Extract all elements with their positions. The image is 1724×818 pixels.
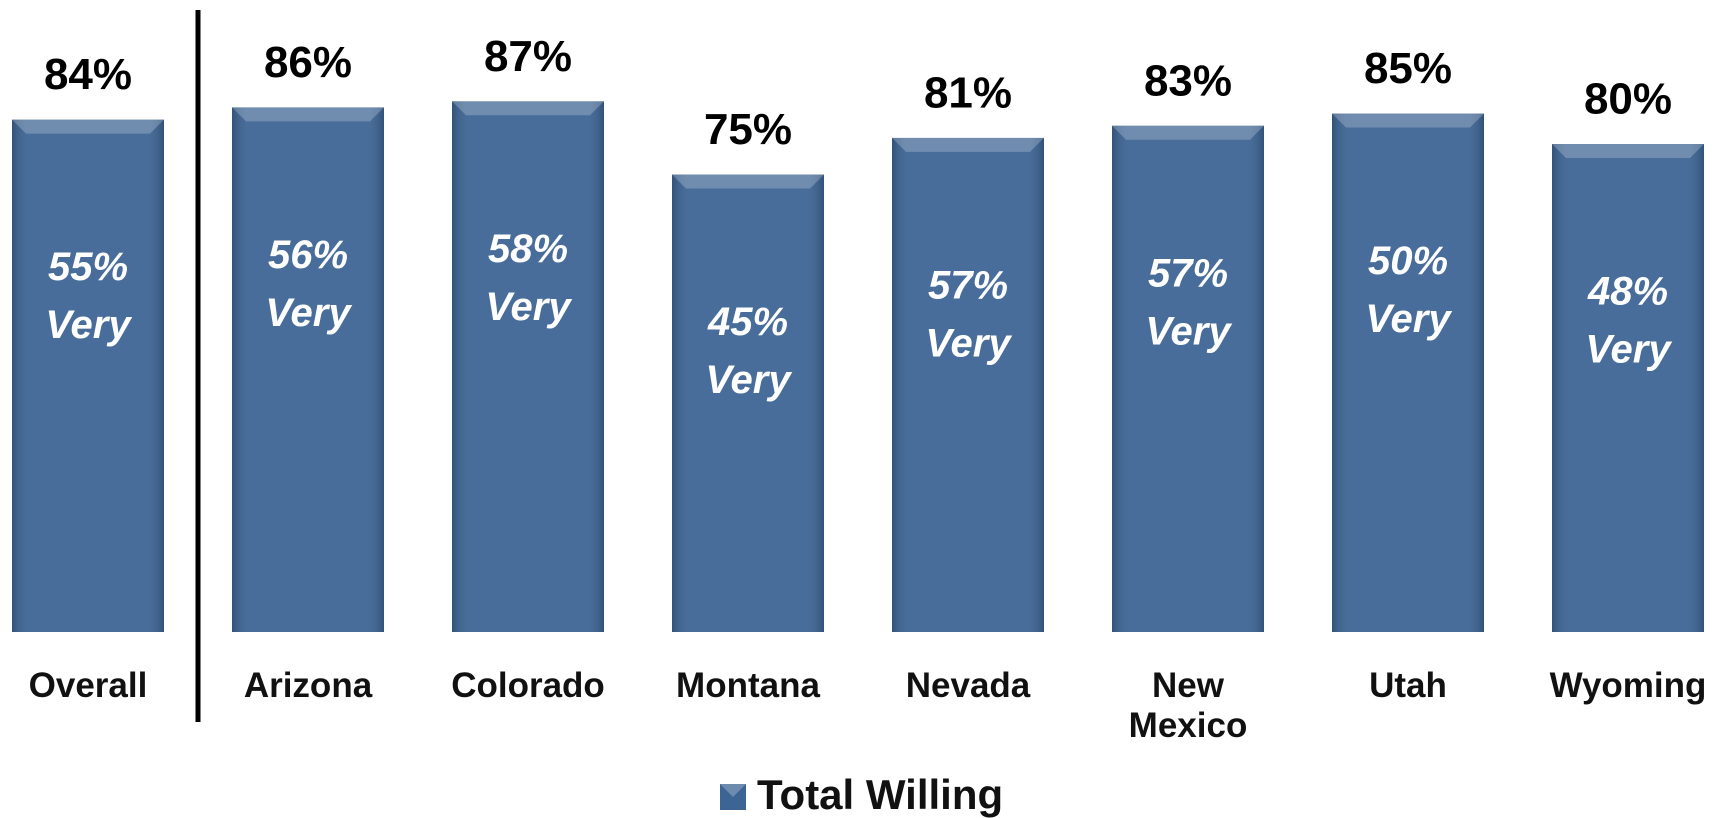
bar-bevel [892,137,1044,152]
very-label: Very [1585,328,1672,372]
value-label: 87% [484,32,572,81]
bar-bevel [452,101,604,116]
x-tick-label: Overall [28,666,148,705]
very-value-label: 57% [1148,251,1228,295]
legend-label: Total Willing [757,771,1003,818]
legend-swatch-bevel [720,784,746,797]
very-label: Very [45,303,132,347]
bar-bevel [232,107,384,122]
very-value-label: 57% [928,263,1008,307]
value-label: 84% [44,50,132,99]
very-label: Very [1145,309,1232,353]
bar-shade [672,174,824,632]
bar-bevel [1552,144,1704,158]
value-label: 81% [924,69,1012,118]
value-label: 86% [264,38,352,87]
x-tick-label: Montana [676,666,820,705]
very-label: Very [925,321,1012,365]
bar-shade [1332,113,1484,632]
very-label: Very [265,291,352,335]
bar-shade [892,137,1044,632]
bar-bevel [1112,125,1264,140]
bar-shade [232,107,384,632]
bar-bevel [12,119,164,134]
very-value-label: 56% [268,233,348,277]
x-tick-label: Arizona [243,666,373,705]
bar-shade [12,119,164,633]
very-value-label: 55% [48,245,128,289]
very-label: Very [1365,297,1452,341]
bar-shade [1112,125,1264,632]
very-value-label: 50% [1368,239,1448,283]
x-tick-label: New Mexico [1128,666,1248,745]
very-label: Very [705,358,792,402]
bar-shade [452,101,604,633]
x-tick-label: Utah [1369,666,1447,705]
x-tick-label: Nevada [905,666,1031,705]
value-label: 85% [1364,44,1452,93]
very-label: Very [485,285,572,329]
very-value-label: 58% [488,227,568,271]
bar-bevel [672,174,824,189]
bar-bevel [1332,113,1484,128]
x-tick-label: Colorado [451,666,605,705]
value-label: 83% [1144,56,1232,105]
x-tick-label: Wyoming [1549,666,1707,705]
value-label: 75% [704,105,792,154]
very-value-label: 45% [707,300,788,344]
value-label: 80% [1584,75,1672,124]
very-value-label: 48% [1587,270,1668,314]
bar-shade [1552,144,1704,632]
legend-swatch [720,784,746,810]
